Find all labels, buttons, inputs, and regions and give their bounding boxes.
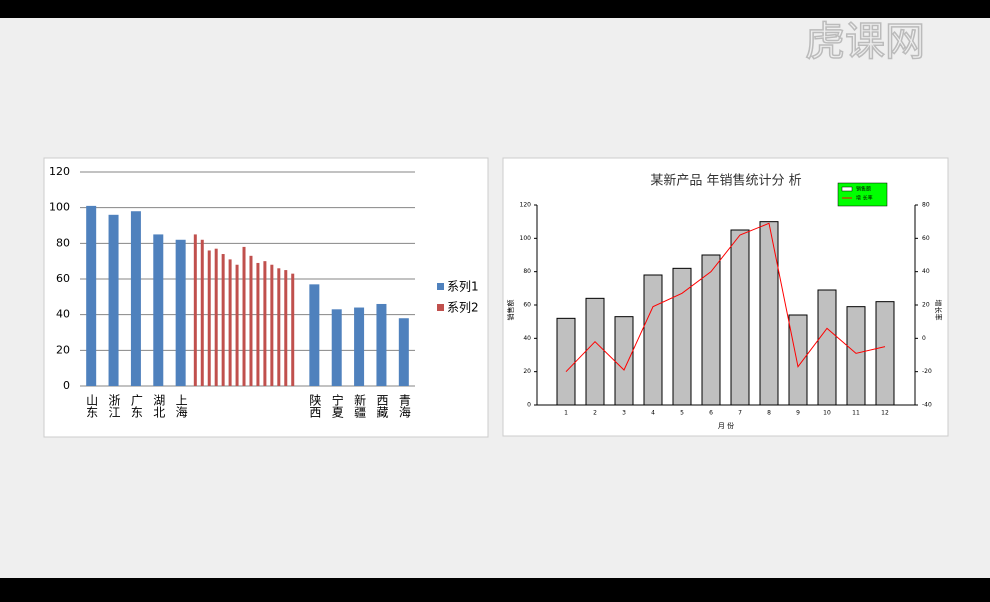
- bar: [398, 318, 409, 386]
- legend-label: 增 长率: [856, 195, 873, 202]
- bar: [672, 267, 692, 406]
- x-axis-label: 月 份: [718, 421, 734, 430]
- bar: [175, 239, 186, 386]
- chart-title: 某新产品 年销售统计分 析: [650, 173, 801, 189]
- y-tick-label: 60: [523, 302, 531, 309]
- x-tick-label: 新疆: [353, 393, 367, 418]
- y2-tick-label: 40: [922, 268, 930, 275]
- x-tick-label: 9: [796, 410, 800, 417]
- y-tick-label: 100: [49, 201, 70, 214]
- bar: [221, 254, 225, 386]
- bar: [249, 255, 253, 386]
- bar: [759, 221, 779, 406]
- y2-tick-label: -20: [922, 368, 932, 375]
- bar: [817, 289, 837, 406]
- y-tick-label: 80: [56, 236, 70, 249]
- legend-label: 系列2: [447, 301, 479, 315]
- bar: [270, 264, 274, 386]
- y-tick-label: 40: [56, 308, 70, 321]
- bar: [130, 211, 141, 386]
- bar: [284, 270, 288, 386]
- bar: [153, 234, 164, 386]
- y2-tick-label: -40: [922, 402, 932, 409]
- x-tick-label: 1: [564, 410, 568, 417]
- y-tick-label: 80: [523, 268, 531, 275]
- bar: [291, 273, 295, 386]
- line: [565, 222, 886, 373]
- bar: [331, 309, 342, 386]
- bar: [242, 246, 246, 386]
- x-tick-label: 西藏: [375, 394, 389, 419]
- x-tick-label: 10: [823, 410, 831, 417]
- legend-swatch: [437, 304, 444, 311]
- bar: [875, 301, 895, 406]
- legend-swatch: [437, 283, 444, 290]
- bar: [846, 306, 866, 406]
- y-tick-label: 100: [520, 235, 532, 242]
- y2-tick-label: 0: [922, 335, 926, 342]
- bar: [277, 268, 281, 386]
- y-tick-label: 0: [63, 379, 70, 392]
- watermark: 虎课网: [805, 19, 925, 65]
- bottom-bar: [0, 578, 990, 602]
- bar: [614, 316, 634, 406]
- bar: [730, 229, 750, 406]
- y-tick-label: 20: [523, 368, 531, 375]
- y2-axis-label: 增长率: [934, 300, 943, 321]
- y-tick-label: 0: [527, 402, 531, 409]
- y2-tick-label: 60: [922, 235, 930, 242]
- bar: [214, 248, 218, 386]
- x-tick-label: 浙江: [107, 394, 121, 418]
- x-tick-label: 11: [852, 410, 860, 417]
- y2-tick-label: 80: [922, 202, 930, 209]
- x-tick-label: 陕西: [308, 393, 322, 418]
- x-tick-label: 2: [593, 410, 597, 417]
- bar: [108, 214, 119, 386]
- x-tick-label: 8: [767, 410, 771, 417]
- x-tick-label: 3: [622, 410, 626, 417]
- x-tick-label: 广东: [129, 394, 143, 418]
- x-tick-label: 青海: [397, 394, 411, 418]
- bar: [556, 317, 576, 406]
- bar: [86, 205, 97, 386]
- bar: [354, 307, 365, 386]
- y2-tick-label: 20: [922, 302, 930, 309]
- x-tick-label: 湖北: [152, 393, 166, 419]
- y-tick-label: 20: [56, 343, 70, 356]
- bar: [376, 303, 387, 386]
- legend-swatch: [841, 186, 853, 192]
- bar: [256, 262, 260, 386]
- x-tick-label: 5: [680, 410, 684, 417]
- legend-label: 系列1: [447, 280, 479, 294]
- bar: [788, 314, 808, 406]
- x-tick-label: 4: [651, 410, 655, 417]
- bar: [193, 234, 197, 386]
- bar: [235, 264, 239, 386]
- bar: [200, 239, 204, 386]
- top-bar: [0, 0, 990, 18]
- bar: [585, 297, 605, 406]
- x-tick-label: 山东: [85, 394, 99, 418]
- x-tick-label: 宁夏: [330, 393, 344, 418]
- bar: [207, 250, 211, 386]
- y-tick-label: 120: [520, 202, 532, 209]
- bar: [309, 284, 320, 386]
- x-tick-label: 6: [709, 410, 713, 417]
- bar: [228, 259, 232, 386]
- x-tick-label: 12: [881, 410, 889, 417]
- y-axis-label: 销售额: [506, 300, 515, 321]
- y-tick-label: 40: [523, 335, 531, 342]
- bar: [643, 274, 663, 406]
- x-tick-label: 7: [738, 410, 742, 417]
- y-tick-label: 60: [56, 272, 70, 285]
- bar: [701, 254, 721, 406]
- x-tick-label: 上海: [174, 394, 188, 418]
- legend-label: 销售额: [856, 186, 871, 193]
- bar: [263, 261, 267, 386]
- y-tick-label: 120: [49, 165, 70, 178]
